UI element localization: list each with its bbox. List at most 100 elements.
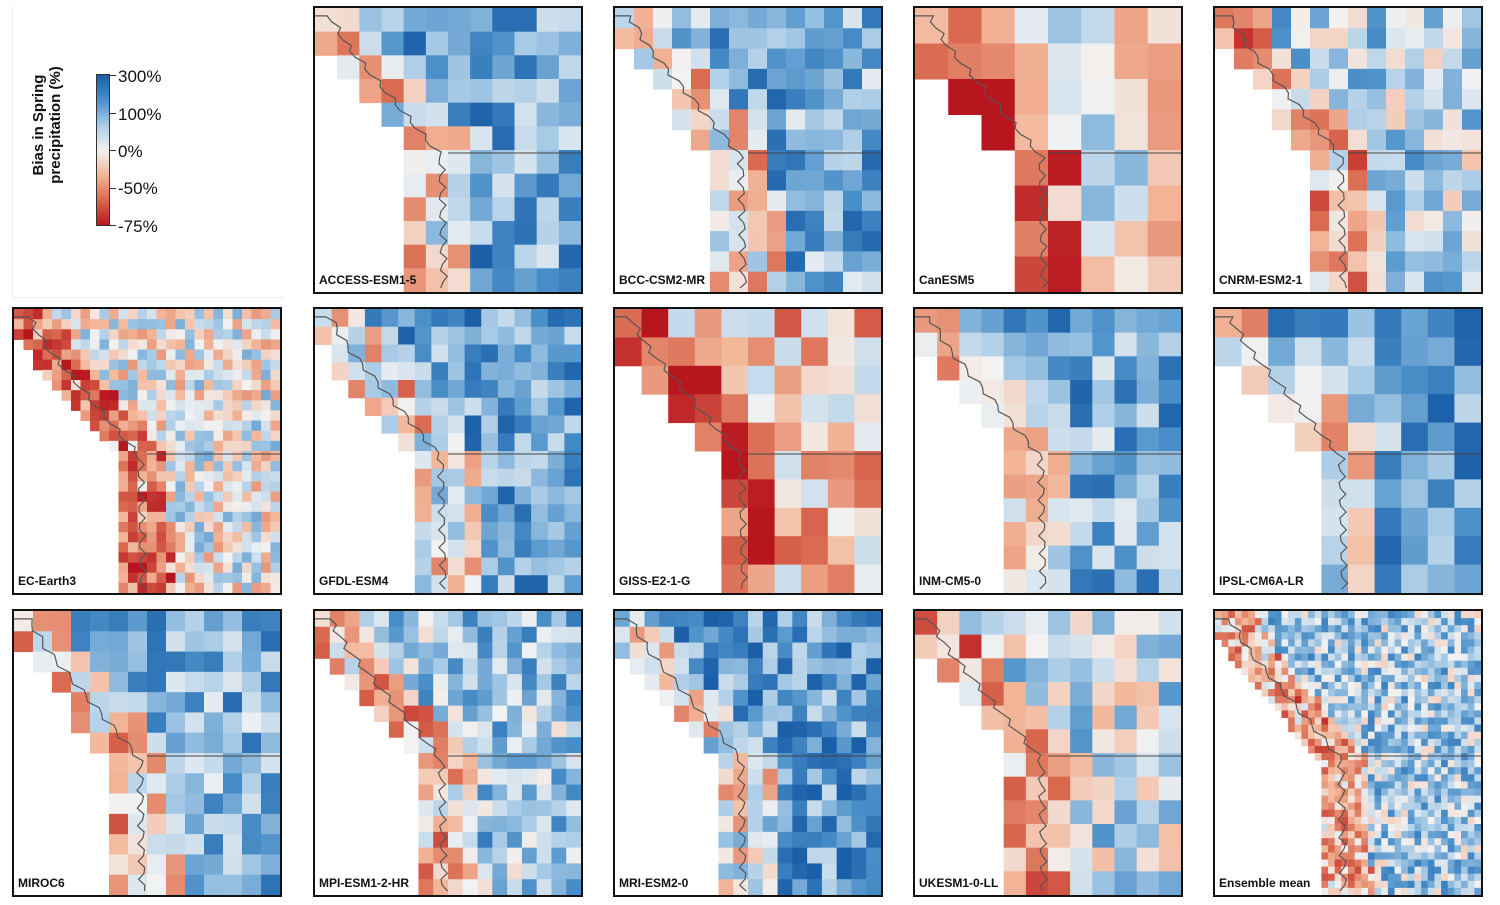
grid-cell [644, 658, 660, 675]
grid-cell [1354, 653, 1362, 662]
grid-cell [251, 339, 262, 351]
grid-cell [260, 339, 271, 351]
grid-cell [851, 753, 867, 770]
grid-cell [615, 28, 635, 50]
grid-cell [260, 501, 271, 513]
grid-cell [464, 309, 482, 328]
grid-cell [337, 8, 360, 33]
grid-cell [821, 863, 838, 880]
map-panel: GISS-E2-1-G [613, 307, 883, 595]
grid-cell [118, 532, 129, 543]
grid-cell [748, 210, 768, 232]
grid-cell [1443, 129, 1463, 151]
grid-cell [777, 674, 793, 691]
grid-cell [99, 349, 110, 361]
grid-cell [785, 190, 806, 212]
map-panel: MRI-ESM2-0 [613, 609, 883, 897]
grid-cell [728, 231, 749, 252]
grid-cell [1407, 781, 1415, 789]
grid-cell [843, 48, 863, 70]
grid-cell [1427, 632, 1435, 640]
grid-cell [1136, 847, 1160, 872]
grid-cell [194, 390, 205, 401]
grid-cell [425, 197, 449, 222]
grid-cell [1387, 802, 1396, 811]
grid-cell [551, 642, 567, 659]
grid-cell [109, 732, 129, 754]
grid-cell [109, 813, 129, 835]
grid-cell [1461, 880, 1469, 889]
grid-cell [1387, 674, 1396, 683]
grid-cell [1407, 745, 1415, 754]
grid-cell [99, 400, 110, 411]
grid-cell [792, 768, 808, 786]
grid-cell [80, 349, 91, 361]
grid-cell [866, 768, 881, 786]
grid-cell [71, 390, 81, 401]
grid-cell [497, 326, 516, 345]
grid-cell [1348, 28, 1368, 50]
map-panel: Ensemble mean [1213, 609, 1483, 897]
grid-cell [536, 753, 552, 770]
grid-cell [477, 705, 493, 722]
grid-cell [477, 800, 493, 817]
grid-cell [1241, 309, 1269, 338]
grid-cell [1114, 776, 1138, 801]
grid-cell [1454, 753, 1462, 761]
grid-cell [861, 170, 881, 192]
grid-cell [1374, 781, 1382, 789]
grid-cell [1290, 28, 1311, 50]
grid-cell [1474, 745, 1481, 754]
grid-cell [1387, 682, 1396, 690]
grid-cell [1427, 753, 1435, 761]
grid-cell [672, 89, 692, 110]
grid-cell [805, 129, 825, 151]
grid-cell [448, 126, 471, 151]
grid-cell [470, 173, 493, 198]
grid-cell [748, 737, 764, 754]
grid-cell [1467, 767, 1475, 775]
grid-cell [118, 410, 129, 422]
coastline [315, 618, 449, 892]
grid-cell [821, 721, 838, 738]
grid-cell [690, 89, 711, 110]
colorbar-title-line2: precipitation (%) [47, 66, 64, 184]
grid-cell [1321, 394, 1349, 424]
grid-cell [566, 831, 581, 849]
grid-cell [777, 753, 793, 770]
grid-cell [448, 847, 464, 864]
grid-cell [1321, 831, 1329, 839]
grid-cell [1423, 48, 1444, 70]
grid-cell [1334, 696, 1342, 704]
grid-cell [1474, 611, 1481, 619]
grid-cell [748, 689, 764, 707]
grid-cell [836, 626, 852, 644]
grid-cell [204, 611, 224, 632]
grid-cell [42, 339, 53, 351]
grid-cell [1461, 190, 1481, 212]
grid-cell [551, 737, 567, 754]
grid-cell [462, 658, 479, 675]
grid-cell [222, 319, 233, 330]
grid-cell [242, 631, 262, 653]
grid-cell [1354, 618, 1362, 626]
grid-cell [109, 753, 129, 774]
grid-cell [748, 784, 764, 801]
grid-cell [1454, 394, 1481, 424]
grid-cell [823, 210, 844, 232]
grid-cell [1328, 150, 1349, 171]
grid-cell [748, 816, 764, 833]
grid-cell [448, 433, 466, 452]
grid-cell [1405, 8, 1425, 29]
grid-cell [260, 692, 280, 713]
grid-cell [507, 611, 523, 628]
grid-cell [222, 430, 233, 442]
grid-cell [418, 689, 434, 707]
grid-cell [710, 190, 730, 212]
grid-cell [242, 562, 252, 574]
grid-cell [470, 79, 493, 104]
grid-cell [1268, 682, 1276, 690]
grid-cell [836, 800, 852, 817]
grid-cell [481, 539, 499, 558]
grid-cell [1414, 866, 1422, 875]
